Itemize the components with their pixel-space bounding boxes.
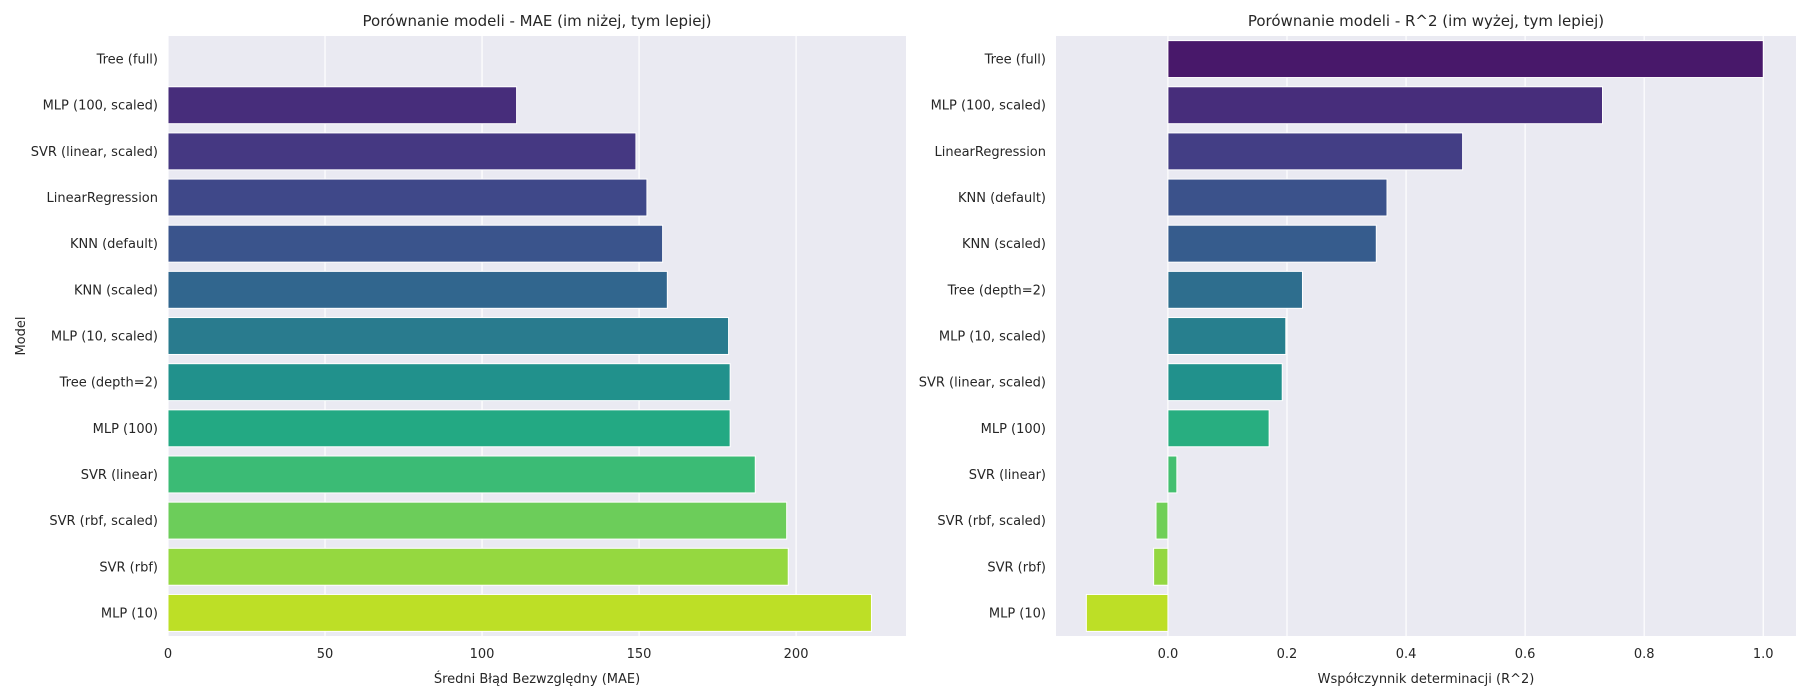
r2-bar	[1167, 178, 1388, 217]
mae-x-tick-label: 150	[627, 647, 652, 662]
mae-bar	[167, 593, 872, 632]
mae-category-label: MLP (10, scaled)	[51, 330, 158, 345]
r2-x-tick-label: 0.0	[1158, 647, 1179, 662]
mae-bar	[167, 317, 730, 355]
r2-x-axis-label: Współczynnik determinacji (R^2)	[1318, 672, 1535, 687]
mae-category-label: KNN (default)	[70, 237, 158, 252]
mae-category-label: SVR (linear, scaled)	[31, 145, 158, 160]
mae-chart-title: Porównanie modeli - MAE (im niżej, tym l…	[363, 12, 712, 30]
mae-bar	[167, 178, 648, 217]
mae-category-label: SVR (linear)	[81, 468, 158, 483]
r2-bar	[1167, 363, 1283, 402]
mae-bar	[167, 501, 788, 540]
mae-x-axis-label: Średni Błąd Bezwzględny (MAE)	[434, 671, 640, 687]
r2-bar	[1085, 593, 1169, 632]
mae-category-label: MLP (10)	[101, 606, 158, 621]
r2-bar	[1167, 224, 1377, 263]
mae-bar	[167, 455, 756, 494]
r2-category-label: Tree (depth=2)	[947, 283, 1046, 298]
mae-x-tick-label: 200	[784, 647, 809, 662]
mae-x-tick-label: 0	[164, 647, 172, 662]
r2-category-label: KNN (default)	[958, 191, 1046, 206]
mae-category-label: LinearRegression	[46, 191, 158, 206]
r2-bar	[1167, 317, 1287, 355]
r2-bar	[1155, 501, 1169, 540]
mae-bar	[167, 224, 664, 263]
r2-category-label: SVR (linear)	[969, 468, 1046, 483]
mae-category-label: Tree (full)	[96, 53, 158, 68]
mae-bar	[167, 86, 518, 125]
r2-category-label: KNN (scaled)	[962, 237, 1046, 252]
r2-category-label: SVR (rbf, scaled)	[937, 514, 1046, 529]
r2-chart-title: Porównanie modeli - R^2 (im wyżej, tym l…	[1248, 12, 1604, 30]
r2-category-label: SVR (linear, scaled)	[919, 376, 1046, 391]
mae-y-axis-label: Model	[14, 316, 29, 355]
mae-category-label: MLP (100)	[93, 422, 158, 437]
mae-category-label: KNN (scaled)	[74, 283, 158, 298]
r2-plot-background	[1056, 36, 1796, 636]
r2-category-label: MLP (100)	[981, 422, 1046, 437]
r2-category-label: MLP (10)	[989, 606, 1046, 621]
r2-category-label: LinearRegression	[934, 145, 1046, 160]
r2-x-tick-label: 0.8	[1634, 647, 1655, 662]
mae-chart: 0 50 100 150 200 Tree (full) MLP (100, scaled)…	[14, 12, 906, 687]
r2-category-label: Tree (full)	[984, 53, 1046, 68]
mae-bar	[167, 547, 789, 586]
r2-x-tick-label: 1.0	[1753, 647, 1774, 662]
mae-category-label: MLP (100, scaled)	[43, 99, 158, 114]
mae-category-label: Tree (depth=2)	[59, 376, 158, 391]
mae-category-label: SVR (rbf)	[99, 560, 158, 575]
mae-bar	[167, 409, 731, 448]
r2-bar	[1167, 132, 1464, 171]
r2-x-tick-label: 0.6	[1515, 647, 1536, 662]
r2-category-label: MLP (100, scaled)	[931, 99, 1046, 114]
r2-category-label: MLP (10, scaled)	[939, 330, 1046, 345]
mae-category-label: SVR (rbf, scaled)	[49, 514, 158, 529]
r2-bar	[1167, 86, 1604, 125]
r2-category-label: SVR (rbf)	[987, 560, 1046, 575]
mae-x-tick-label: 50	[317, 647, 334, 662]
r2-bar	[1167, 409, 1270, 448]
r2-bar	[1153, 547, 1169, 586]
r2-bar	[1167, 455, 1178, 494]
mae-x-tick-label: 100	[470, 647, 495, 662]
r2-chart: 0.0 0.2 0.4 0.6 0.8 1.0 Tree (full) MLP (100, s…	[919, 12, 1796, 687]
r2-bar	[1167, 270, 1303, 309]
mae-bar	[167, 132, 637, 171]
mae-bar	[167, 363, 731, 402]
r2-x-tick-label: 0.2	[1277, 647, 1298, 662]
r2-bar	[1167, 40, 1764, 79]
r2-x-tick-label: 0.4	[1396, 647, 1417, 662]
mae-bar	[167, 270, 668, 309]
